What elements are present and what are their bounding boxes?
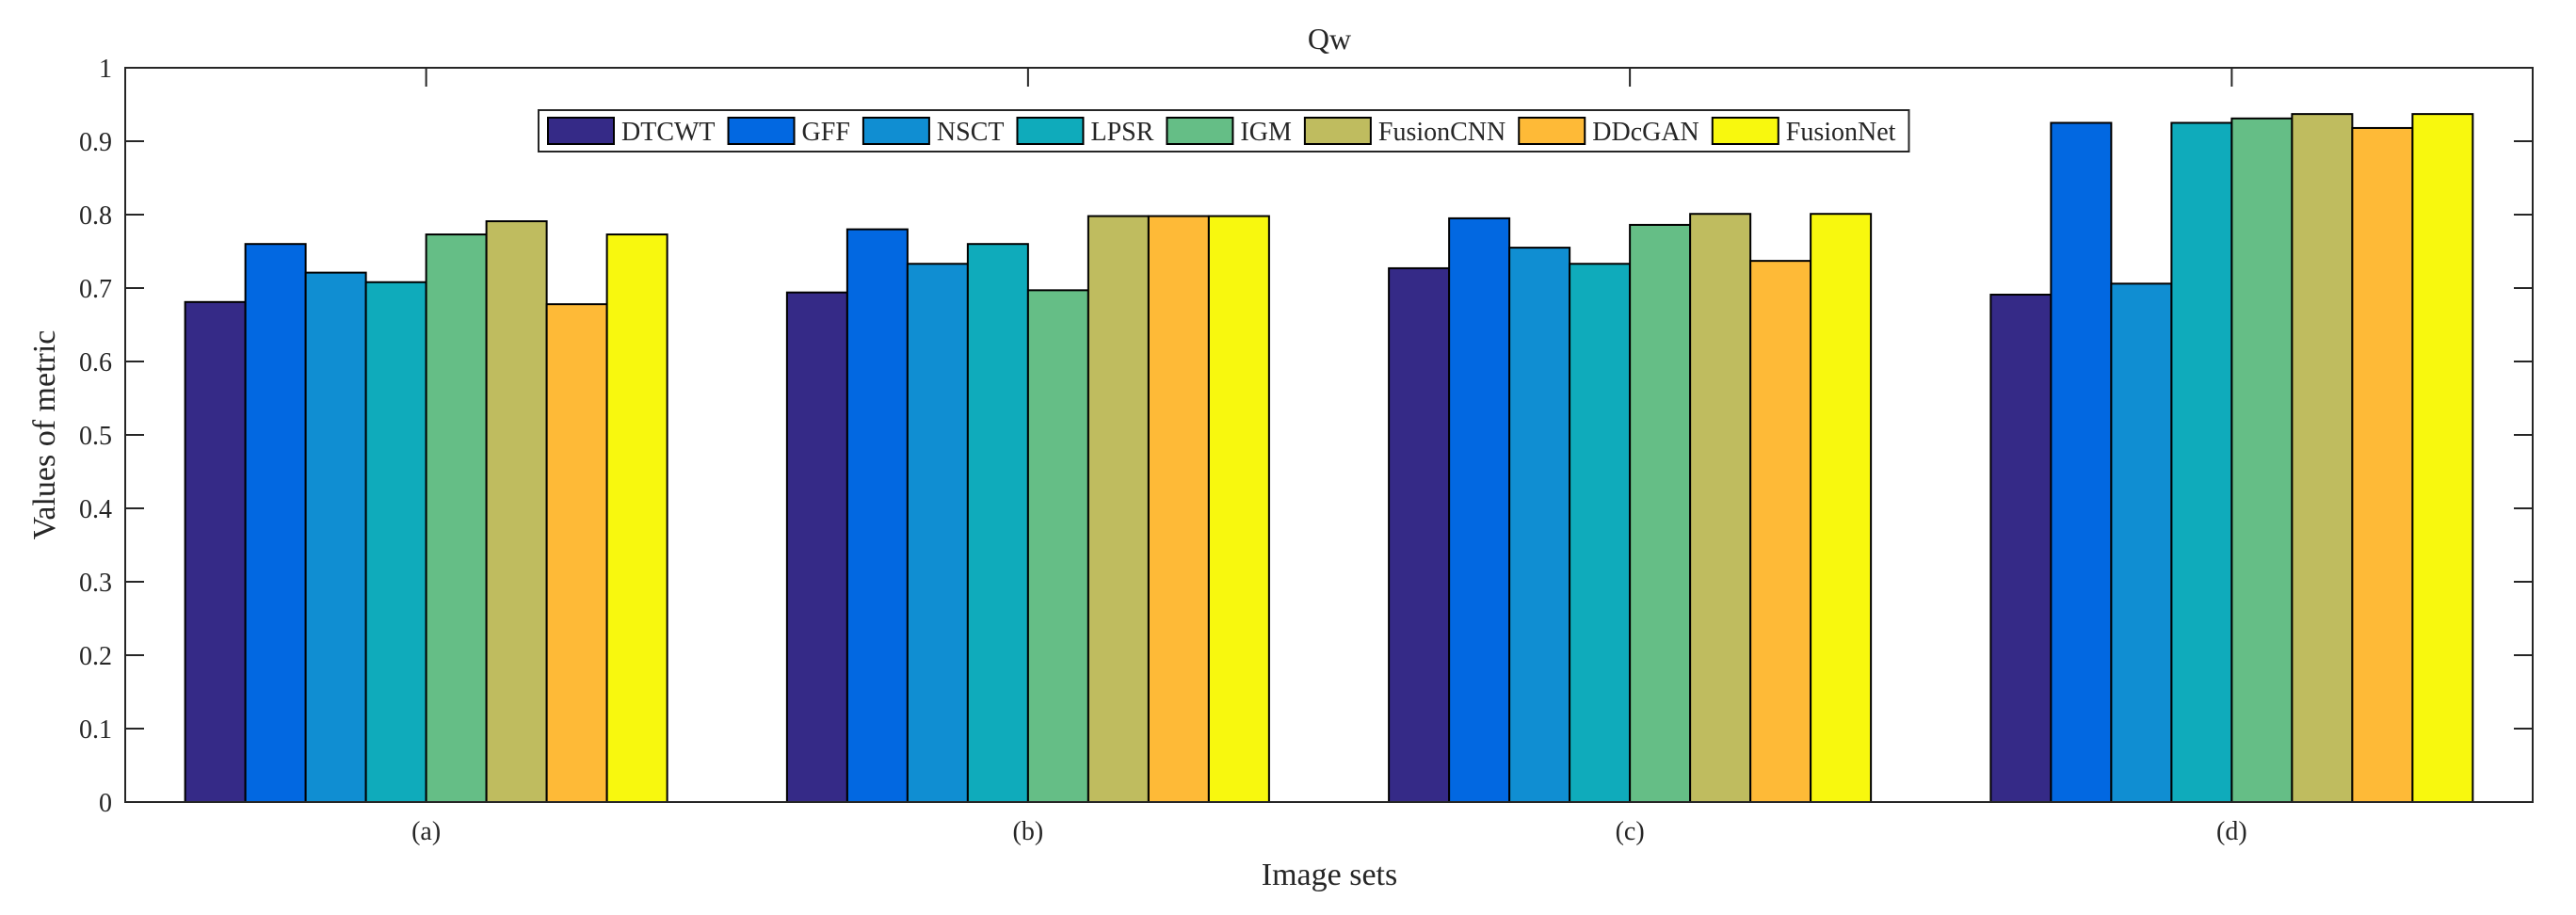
- bar-dtcwt-3: [1989, 294, 2053, 803]
- bar-nsct-0: [304, 271, 367, 803]
- legend-label-ddcgan: DDcGAN: [1592, 118, 1699, 147]
- bar-nsct-2: [1508, 247, 1571, 804]
- y-tick-label: 0.6: [79, 348, 112, 377]
- bar-gff-1: [845, 228, 909, 804]
- legend: DTCWT GFF NSCT LPSR IGM FusionCNN DDcGAN Fusion…: [538, 109, 1910, 152]
- bar-dtcwt-1: [785, 291, 848, 803]
- legend-swatch-ddcgan: [1518, 117, 1586, 145]
- legend-swatch-dtcwt: [547, 117, 615, 145]
- legend-label-fusioncnn: FusionCNN: [1378, 118, 1505, 147]
- y-tick-label: 0: [99, 789, 112, 818]
- bar-ddcgan-3: [2351, 126, 2414, 803]
- legend-swatch-gff: [727, 117, 796, 145]
- bar-igm-3: [2230, 117, 2294, 803]
- y-tick-labels: 0 0.1 0.2 0.3 0.4 0.5 0.6 0.7 0.8 0.9 1: [79, 55, 112, 818]
- bar-nsct-3: [2110, 282, 2173, 803]
- bar-fusioncnn-2: [1689, 213, 1752, 804]
- y-axis-label: Values of metric: [27, 330, 62, 540]
- bar-fusionnet-0: [605, 233, 668, 803]
- bar-lpsr-3: [2170, 121, 2233, 803]
- x-axis-label: Image sets: [1262, 858, 1397, 892]
- bar-lpsr-2: [1569, 263, 1632, 803]
- x-tick-label: (b): [1013, 817, 1044, 846]
- legend-swatch-fusioncnn: [1303, 117, 1372, 145]
- legend-label-fusionnet: FusionNet: [1786, 118, 1896, 147]
- x-tick-labels: (a) (b) (c) (d): [411, 817, 2247, 846]
- legend-label-dtcwt: DTCWT: [621, 118, 716, 147]
- legend-label-gff: GFF: [802, 118, 850, 147]
- bar-gff-0: [244, 243, 307, 803]
- bars-group: [184, 113, 2474, 804]
- y-tick-label: 0.5: [79, 422, 112, 451]
- bar-ddcgan-0: [545, 303, 608, 804]
- bar-igm-2: [1629, 223, 1692, 804]
- legend-label-lpsr: LPSR: [1090, 118, 1153, 147]
- legend-label-igm: IGM: [1240, 118, 1292, 147]
- bar-lpsr-0: [364, 281, 427, 803]
- chart-title: Qw: [1308, 22, 1351, 56]
- legend-swatch-lpsr: [1016, 117, 1085, 145]
- x-tick-label: (c): [1616, 817, 1645, 846]
- bar-gff-2: [1448, 217, 1511, 803]
- legend-label-nsct: NSCT: [937, 118, 1005, 147]
- y-tick-label: 1: [99, 55, 112, 84]
- bar-ddcgan-2: [1749, 260, 1812, 803]
- y-tick-label: 0.3: [79, 569, 112, 598]
- legend-swatch-fusionnet: [1711, 117, 1779, 145]
- legend-swatch-igm: [1166, 117, 1234, 145]
- bar-fusionnet-2: [1810, 213, 1873, 804]
- y-tick-label: 0.2: [79, 642, 112, 671]
- y-tick-label: 0.1: [79, 715, 112, 745]
- bar-fusioncnn-1: [1087, 215, 1150, 803]
- bar-fusionnet-3: [2411, 113, 2474, 803]
- y-tick-label: 0.7: [79, 275, 112, 304]
- bar-fusioncnn-3: [2291, 113, 2354, 803]
- bar-igm-1: [1026, 289, 1089, 803]
- bar-fusioncnn-0: [485, 220, 548, 803]
- bar-gff-3: [2050, 121, 2113, 803]
- bar-lpsr-1: [966, 243, 1029, 803]
- x-tick-label: (a): [411, 817, 441, 846]
- plot-frame: [124, 67, 2534, 803]
- legend-swatch-nsct: [861, 117, 930, 145]
- y-tick-label: 0.4: [79, 495, 112, 524]
- bar-fusionnet-1: [1207, 215, 1270, 803]
- bar-dtcwt-0: [184, 300, 247, 803]
- bar-dtcwt-2: [1388, 266, 1451, 803]
- y-tick-label: 0.8: [79, 201, 112, 231]
- bar-nsct-1: [906, 263, 969, 803]
- bar-igm-0: [425, 233, 488, 803]
- bar-ddcgan-1: [1147, 215, 1210, 803]
- x-tick-label: (d): [2216, 817, 2247, 846]
- y-tick-label: 0.9: [79, 128, 112, 157]
